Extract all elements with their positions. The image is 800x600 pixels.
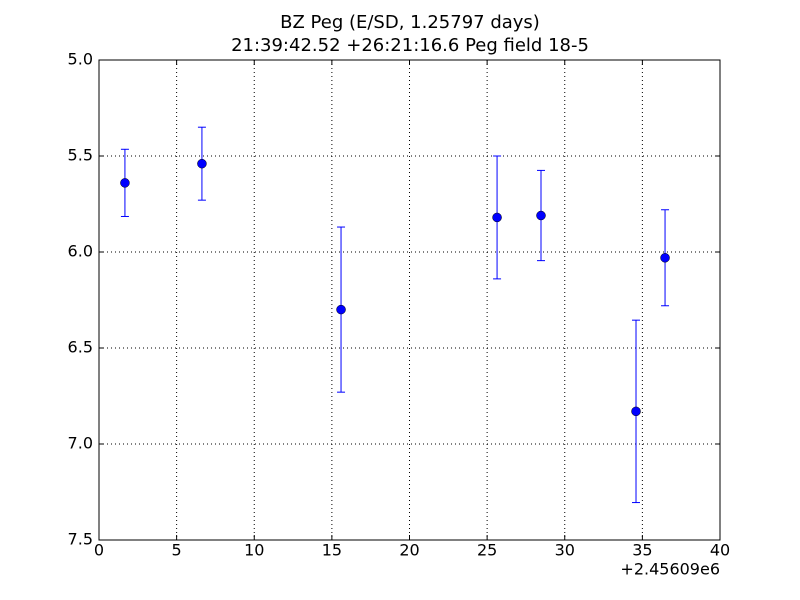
x-offset-label: +2.45609e6 (620, 560, 720, 579)
x-tick-label: 0 (94, 541, 104, 560)
data-point (536, 210, 546, 221)
x-tick-label: 35 (632, 541, 652, 560)
y-tick-label: 5.0 (68, 50, 93, 69)
x-tick-label: 20 (399, 541, 419, 560)
x-tick-label: 5 (172, 541, 182, 560)
data-point (120, 178, 130, 188)
data-point (660, 253, 670, 263)
x-tick-label: 10 (244, 541, 264, 560)
plot-frame (98, 59, 721, 541)
x-tick-label: 15 (322, 541, 342, 560)
y-tick-label: 7.0 (68, 434, 93, 453)
data-point (492, 212, 502, 223)
y-tick-label: 6.0 (68, 242, 93, 261)
chart-subtitle: 21:39:42.52 +26:21:16.6 Peg field 18-5 (231, 35, 589, 56)
y-tick-label: 6.5 (68, 338, 93, 357)
x-tick-label: 25 (477, 541, 497, 560)
y-tick-label: 7.5 (68, 530, 93, 549)
x-tick-label: 40 (710, 541, 730, 560)
x-tick-label: 30 (555, 541, 575, 560)
data-point (336, 304, 346, 315)
data-point (197, 158, 207, 169)
data-point (631, 406, 641, 417)
y-tick-label: 5.5 (68, 146, 93, 165)
chart-title: BZ Peg (E/SD, 1.25797 days) (280, 12, 540, 33)
